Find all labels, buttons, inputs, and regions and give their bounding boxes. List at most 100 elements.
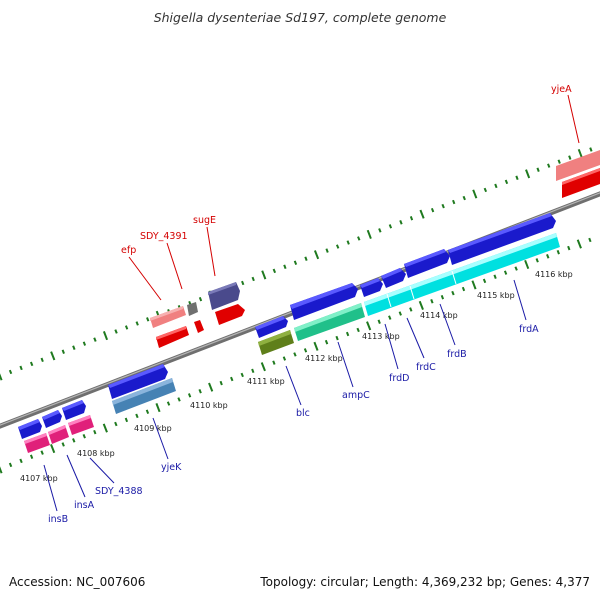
upper-track-minor-tick [409, 216, 414, 221]
gene-insA-bar[interactable] [48, 425, 69, 444]
lower-track-major-tick [524, 259, 530, 270]
gene-label-frdD[interactable]: frdD [389, 373, 409, 384]
scale-label-4113: 4113 kbp [362, 332, 400, 341]
lower-track-minor-tick [72, 438, 76, 443]
lower-track-minor-tick [451, 290, 455, 296]
upper-track-major-tick [419, 209, 425, 219]
upper-track-minor-tick [515, 175, 519, 181]
lower-track-minor-tick [356, 327, 360, 333]
lower-track-minor-tick [461, 286, 466, 292]
gene-label-insB[interactable]: insB [48, 514, 68, 525]
lower-track-minor-tick [135, 413, 139, 419]
gene-ampC-bar[interactable] [294, 303, 365, 341]
upper-track-minor-tick [251, 276, 255, 282]
scale-label-4116: 4116 kbp [535, 270, 573, 279]
gene-label-sugE[interactable]: sugE [193, 215, 216, 226]
gene-insA-arrow[interactable] [42, 410, 62, 428]
gene-frdB-arrow[interactable] [404, 249, 450, 278]
gene-label-yjeK[interactable]: yjeK [161, 462, 182, 473]
upper-track-minor-tick [29, 361, 34, 367]
upper-track-minor-tick [241, 280, 245, 286]
gene-blc-arrow[interactable] [255, 316, 288, 338]
upper-track-minor-tick [272, 268, 277, 274]
lower-track-minor-tick [493, 274, 497, 279]
gene-yjeK-bar[interactable] [112, 378, 176, 414]
gene-SDY_4388-bar[interactable] [68, 415, 94, 435]
gene-label-frdB[interactable]: frdB [447, 349, 467, 360]
scale-label-4109: 4109 kbp [134, 424, 172, 433]
upper-track-minor-tick [198, 296, 203, 302]
lower-track-major-tick [313, 341, 319, 351]
gene-label-SDY_4391[interactable]: SDY_4391 [140, 231, 188, 242]
gene-features [18, 150, 600, 453]
upper-track-minor-tick [441, 203, 445, 209]
upper-track-minor-tick [124, 325, 129, 330]
gene-label-blc[interactable]: blc [296, 408, 310, 419]
gene-label-yjeA[interactable]: yjeA [551, 84, 572, 95]
gene-frdC-arrow[interactable] [381, 268, 406, 288]
upper-track-minor-tick [346, 240, 350, 245]
lower-track-minor-tick [251, 368, 255, 374]
lower-track-minor-tick [556, 249, 560, 255]
gene-frdA-arrow[interactable] [448, 213, 556, 265]
gene-label-frdC[interactable]: frdC [416, 362, 436, 373]
lower-track-minor-tick [324, 339, 329, 345]
gene-efp-feature[interactable] [150, 306, 189, 348]
lower-track-minor-tick [482, 278, 487, 284]
upper-track-major-tick [525, 169, 531, 179]
lower-track-minor-tick [145, 409, 150, 414]
scale-label-4108: 4108 kbp [77, 449, 115, 458]
lower-track-minor-tick [219, 380, 223, 386]
upper-track-minor-tick [357, 236, 361, 241]
gene-yjeK-arrow[interactable] [108, 364, 168, 399]
upper-track-minor-tick [462, 195, 466, 201]
gene-label-insA[interactable]: insA [74, 500, 95, 511]
upper-track-major-tick [313, 250, 320, 260]
gene-insB-bar[interactable] [24, 433, 50, 453]
gene-ampC-arrow[interactable] [290, 283, 358, 320]
upper-track-minor-tick [61, 349, 65, 354]
gene-label-SDY_4388[interactable]: SDY_4388 [95, 486, 143, 497]
upper-track-minor-tick [19, 365, 23, 371]
scale-labels: 4107 kbp 4108 kbp 4109 kbp 4110 kbp 4111… [20, 270, 573, 483]
gene-insB-arrow[interactable] [18, 419, 42, 439]
lower-track-major-tick [418, 300, 424, 310]
upper-track-minor-tick [93, 337, 97, 342]
lower-track-minor-tick [177, 397, 181, 402]
lower-track-minor-tick [430, 299, 434, 304]
gene-yjeA-feature[interactable] [556, 150, 600, 198]
upper-track-minor-tick [135, 321, 139, 326]
gene-sugE-feature[interactable] [208, 282, 245, 325]
lower-track-major-tick [208, 382, 214, 392]
gene-label-frdA[interactable]: frdA [519, 324, 539, 335]
lower-track-minor-tick [503, 270, 508, 275]
scale-label-4112: 4112 kbp [305, 354, 343, 363]
gene-label-ampC[interactable]: ampC [342, 390, 370, 401]
gene-blc-bar[interactable] [258, 330, 294, 355]
upper-track-minor-tick [304, 256, 308, 261]
lower-track-minor-tick [388, 315, 392, 320]
gene-SDY_4391-feature[interactable] [187, 302, 204, 333]
gene-label-efp[interactable]: efp [121, 245, 136, 256]
gene-frdD-arrow[interactable] [360, 278, 383, 297]
lower-track-minor-tick [398, 311, 402, 316]
lower-track-minor-tick [409, 307, 413, 312]
lower-track-major-tick [50, 444, 56, 454]
scale-label-4107: 4107 kbp [20, 474, 58, 483]
gene-frd-bar[interactable] [364, 233, 560, 316]
upper-track-minor-tick [40, 357, 44, 363]
scale-label-4114: 4114 kbp [420, 311, 458, 320]
upper-track-minor-tick [146, 317, 150, 322]
upper-track-minor-tick [430, 207, 435, 213]
upper-track-minor-tick [335, 244, 340, 249]
gene-labels: yjeA sugE SDY_4391 efp frdA frdB frdC fr… [48, 84, 572, 525]
gene-SDY_4388-arrow[interactable] [62, 400, 86, 420]
lower-track-major-tick [471, 280, 477, 290]
lower-track-major-tick [576, 239, 582, 249]
upper-track-minor-tick [452, 199, 456, 205]
upper-track-minor-tick [82, 341, 87, 346]
lower-track-minor-tick [588, 237, 592, 243]
map-title: Shigella dysenteriae Sd197, complete gen… [154, 10, 447, 25]
upper-track-minor-tick [8, 369, 13, 375]
